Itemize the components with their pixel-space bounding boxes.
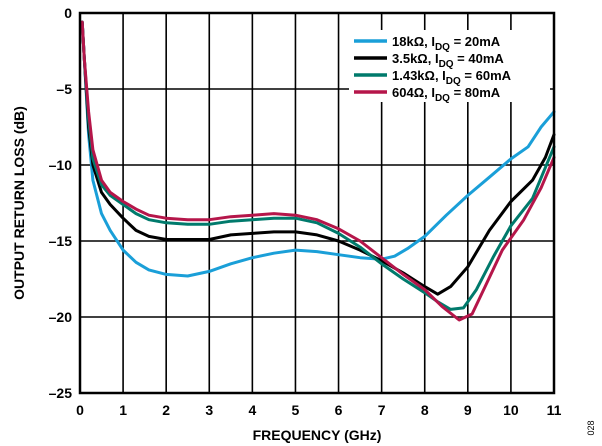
x-tick-label: 10 — [503, 402, 519, 418]
x-tick-label: 2 — [162, 402, 170, 418]
plot-frame — [78, 11, 556, 395]
x-tick-label: 3 — [205, 402, 213, 418]
y-tick-labels: 0 –5 –10 –15 –20 –25 — [49, 5, 73, 401]
y-tick-label: 0 — [64, 5, 72, 21]
x-tick-label: 7 — [378, 402, 386, 418]
y-tick-label: –5 — [56, 81, 72, 97]
y-tick-label: –25 — [49, 385, 73, 401]
y-tick-label: –15 — [49, 233, 73, 249]
y-tick-label: –10 — [49, 157, 73, 173]
legend-label-4: 604Ω, IDQ = 80mA — [392, 85, 501, 104]
figure-id: 028 — [586, 420, 596, 435]
x-tick-labels: 0 1 2 3 4 5 6 7 8 9 10 11 — [76, 402, 562, 418]
x-tick-label: 8 — [421, 402, 429, 418]
legend-label-3: 1.43kΩ, IDQ = 60mA — [392, 68, 512, 87]
grid-layer — [80, 13, 554, 393]
x-tick-label: 1 — [119, 402, 127, 418]
x-tick-label: 9 — [464, 402, 472, 418]
legend-label-1: 18kΩ, IDQ = 20mA — [392, 34, 501, 53]
x-tick-label: 0 — [76, 402, 84, 418]
series-line-4 — [80, 20, 556, 322]
x-tick-label: 5 — [292, 402, 300, 418]
x-tick-label: 6 — [335, 402, 343, 418]
legend-label-2: 3.5kΩ, IDQ = 40mA — [392, 51, 504, 70]
y-tick-label: –20 — [49, 309, 73, 325]
x-axis-title: FREQUENCY (GHz) — [253, 427, 382, 443]
series-line-1 — [80, 20, 556, 278]
x-tick-label: 4 — [248, 402, 256, 418]
series-layer — [80, 20, 556, 322]
y-axis-title: OUTPUT RETURN LOSS (dB) — [11, 106, 27, 300]
x-tick-label: 11 — [547, 402, 562, 418]
series-line-2 — [80, 20, 556, 296]
series-line-3 — [80, 20, 556, 311]
